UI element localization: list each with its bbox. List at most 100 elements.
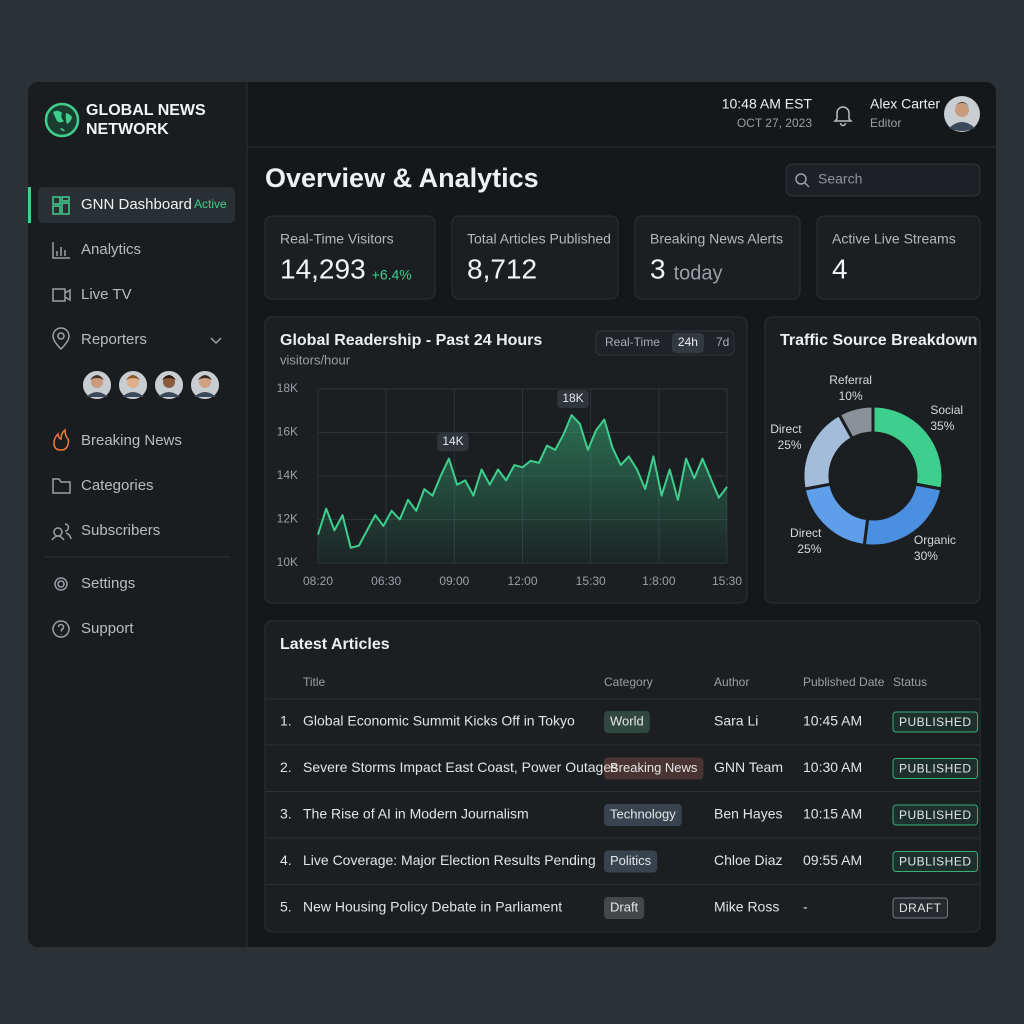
avatar-face xyxy=(199,376,211,388)
nav-item[interactable]: Categories xyxy=(52,477,154,494)
pie-value-label: 25% xyxy=(778,438,802,452)
search-box[interactable]: Search xyxy=(785,163,981,197)
stat-label: Active Live Streams xyxy=(832,231,956,247)
avatar-shirt xyxy=(949,122,975,131)
avatar-face xyxy=(127,376,139,388)
line xyxy=(317,414,728,549)
x-tick-label: 15:30 xyxy=(576,574,606,588)
search-field xyxy=(785,163,981,197)
category-pill-text: Technology xyxy=(610,806,676,821)
clock-date: OCT 27, 2023 xyxy=(737,116,812,130)
status-badge xyxy=(892,758,979,779)
nav-badge: Active xyxy=(194,197,227,211)
sidebar xyxy=(28,82,247,947)
published-date: - xyxy=(803,899,808,915)
avatar-hair xyxy=(198,375,212,380)
reporter-avatar[interactable] xyxy=(81,369,113,401)
published-date: 10:45 AM xyxy=(803,713,862,729)
table-row[interactable]: 3. The Rise of AI in Modern Journalism Tec… xyxy=(266,804,979,839)
pie-label: Direct xyxy=(790,526,822,540)
table-row[interactable]: 5. New Housing Policy Debate in Parliamen… xyxy=(280,897,948,919)
avatar-hair xyxy=(90,375,104,380)
table-row[interactable]: 4. Live Coverage: Major Election Results … xyxy=(266,850,979,885)
pie-label: Referral xyxy=(829,373,872,387)
article-title: Global Economic Summit Kicks Off in Toky… xyxy=(303,713,575,729)
stat-label: Real-Time Visitors xyxy=(280,231,394,247)
stat-card xyxy=(816,215,981,300)
nav-item[interactable]: Analytics xyxy=(52,241,141,259)
avatar-shirt xyxy=(194,392,216,397)
pie-label: Social xyxy=(930,403,963,417)
brand-line: NETWORK xyxy=(86,121,169,138)
search-placeholder: Search xyxy=(818,171,862,187)
nav-icon xyxy=(52,288,71,302)
published-date: 09:55 AM xyxy=(803,852,862,868)
avatar-hair xyxy=(126,375,140,380)
nav-icon xyxy=(52,242,70,259)
column-header: Title xyxy=(303,675,326,689)
y-tick-label: 16K xyxy=(277,425,298,439)
nav-item[interactable]: Support xyxy=(52,620,134,638)
author: Ben Hayes xyxy=(714,806,782,822)
pie-value-label: 10% xyxy=(839,389,863,403)
stat-suffix: today xyxy=(674,262,723,284)
avatar-face xyxy=(91,376,103,388)
tab-active-bg xyxy=(671,333,704,353)
row-number: 3. xyxy=(280,806,292,822)
stat-label: Total Articles Published xyxy=(467,231,611,247)
brand-line: GLOBAL NEWS xyxy=(86,102,206,119)
user-role: Editor xyxy=(870,116,901,130)
range-tab[interactable]: Real-Time xyxy=(605,335,660,349)
category-pill xyxy=(604,897,645,919)
nav-item[interactable]: GNN Dashboard Active xyxy=(28,187,235,223)
table-row[interactable]: 1. Global Economic Summit Kicks Off in To… xyxy=(266,711,979,746)
table-title: Latest Articles xyxy=(280,636,390,653)
avatar-shirt xyxy=(122,392,144,397)
bell-icon xyxy=(833,106,853,127)
x-tick-label: 08:20 xyxy=(303,574,333,588)
category-pill xyxy=(604,804,682,826)
tab-label: 7d xyxy=(716,335,729,349)
author: Sara Li xyxy=(714,713,758,729)
pie-label: Organic xyxy=(914,533,956,547)
article-title: New Housing Policy Debate in Parliament xyxy=(303,899,562,915)
stat-value: 8,712 xyxy=(467,253,537,284)
category-pill-text: Breaking News xyxy=(610,760,698,775)
x-tick-label: 09:00 xyxy=(439,574,469,588)
article-title: Severe Storms Impact East Coast, Power O… xyxy=(303,759,618,775)
status-badge xyxy=(892,711,979,733)
nav-label: Support xyxy=(81,620,134,637)
status-badge xyxy=(892,851,979,872)
nav-item[interactable]: Live TV xyxy=(52,286,132,303)
reporter-avatar[interactable] xyxy=(117,369,149,401)
user-avatar[interactable] xyxy=(944,96,980,132)
status-text: PUBLISHED xyxy=(899,762,972,776)
nav-item[interactable]: Subscribers xyxy=(51,522,160,541)
range-tab[interactable]: 24h xyxy=(671,333,704,353)
nav-item[interactable]: Breaking News xyxy=(53,428,182,451)
search-icon xyxy=(795,173,807,185)
stat-label: Breaking News Alerts xyxy=(650,231,783,247)
nav-item[interactable]: Settings xyxy=(54,575,135,592)
nav-item[interactable]: Reporters xyxy=(52,327,222,351)
reporter-avatar[interactable] xyxy=(153,369,185,401)
article-title: The Rise of AI in Modern Journalism xyxy=(303,806,529,822)
pie-value-label: 35% xyxy=(930,419,954,433)
reporter-avatar[interactable] xyxy=(189,369,221,401)
range-tab[interactable]: 7d xyxy=(716,335,729,349)
nav-active-indicator xyxy=(28,187,31,223)
nav-icon xyxy=(54,577,68,591)
x-tick-label: 12:00 xyxy=(507,574,537,588)
stat-value: 3 xyxy=(650,253,666,284)
stat-card xyxy=(451,215,619,300)
status-text: PUBLISHED xyxy=(899,855,972,869)
category-pill-text: Politics xyxy=(610,853,652,868)
notifications-button[interactable] xyxy=(833,106,853,127)
row-number: 2. xyxy=(280,759,292,775)
content: GNN Dashboard Active Analytics Live TV Repor… xyxy=(28,187,981,919)
category-pill-text: Draft xyxy=(610,899,639,914)
table-row[interactable]: 2. Severe Storms Impact East Coast, Power… xyxy=(266,757,979,792)
avatar-hair xyxy=(955,102,969,106)
pie-value-label: 30% xyxy=(914,549,938,563)
